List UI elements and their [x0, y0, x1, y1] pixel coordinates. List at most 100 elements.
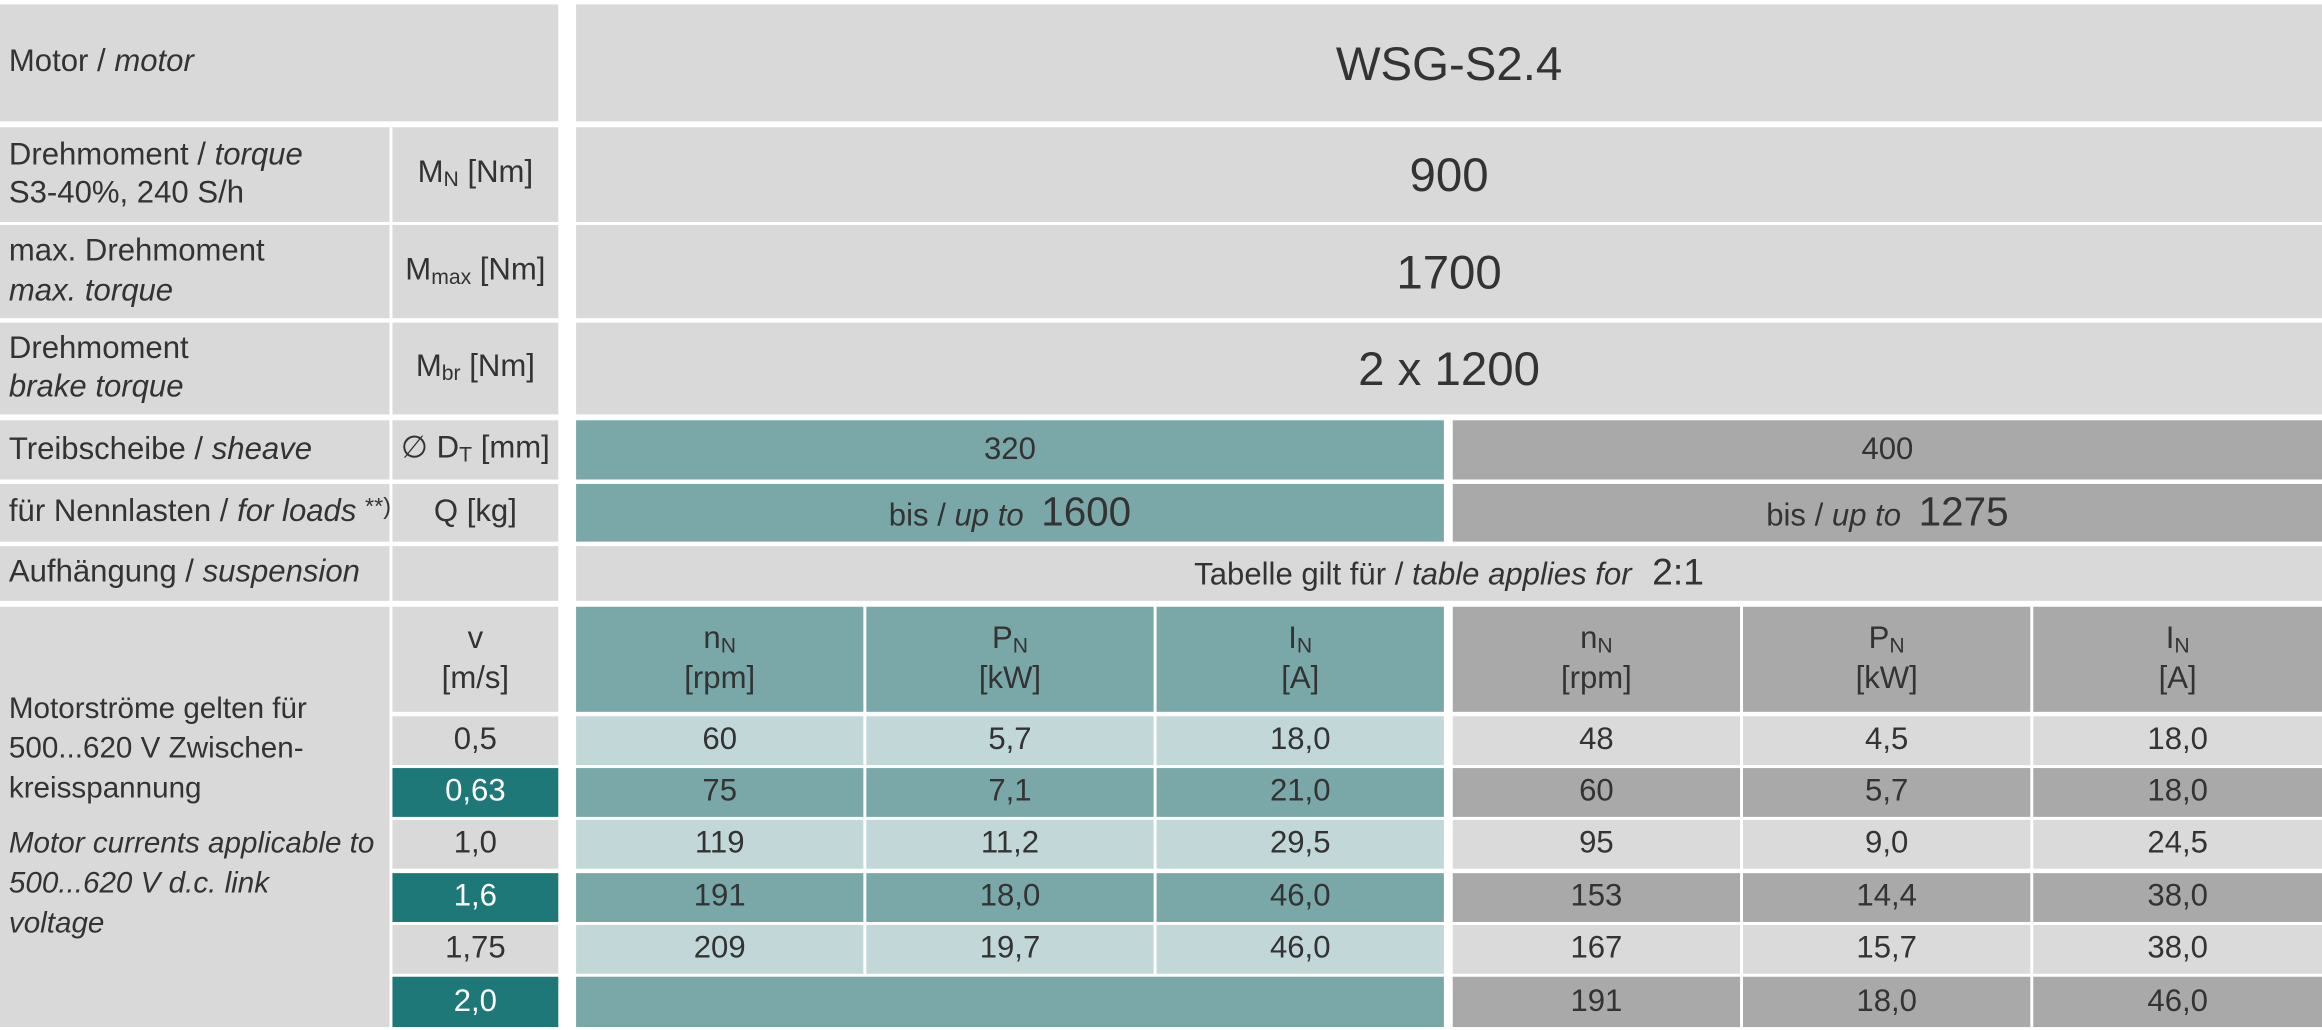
unit-cell: MN [Nm] [392, 127, 559, 222]
symbol: P [991, 620, 1013, 655]
data-cell: 14,4 [1743, 873, 2031, 922]
text: 46,0 [1269, 879, 1331, 914]
data-cell: 38,0 [2033, 924, 2322, 974]
unit-cell: Mmax [Nm] [392, 224, 559, 319]
text: 5,7 [1865, 774, 1909, 809]
symbol: M [415, 349, 442, 384]
text: [m/s] [441, 660, 510, 695]
speed-cell: 0,63 [392, 768, 559, 817]
text: 11,2 [980, 826, 1040, 861]
text: sheave [211, 431, 313, 466]
line: [A] [1281, 660, 1319, 699]
load-value: bis / up to 1600 [576, 483, 1444, 542]
text: 1275 [1918, 489, 2009, 535]
text: Motorströme gelten für [8, 692, 307, 726]
unit: [Nm] [467, 155, 534, 190]
data-cell: 95 [1452, 819, 1741, 869]
text: 46,0 [1269, 931, 1331, 966]
subscript: N [1296, 633, 1313, 658]
text: 18,0 [2147, 722, 2208, 757]
data-cell: 75 [576, 768, 864, 817]
text: Motor currents applicable to [8, 827, 375, 860]
subscript: N [1597, 633, 1613, 658]
line: [A] [2159, 660, 2197, 699]
data-cell: 153 [1452, 873, 1741, 922]
data-cell: 46,0 [2033, 976, 2322, 1028]
subscript: T [459, 443, 473, 468]
symbol: ∅ D [400, 430, 460, 465]
data-cell: 191 [1452, 976, 1741, 1028]
text: 60 [1579, 774, 1614, 809]
unit-cell: Mbr [Nm] [392, 322, 559, 415]
data-cell: 7,1 [866, 768, 1154, 817]
column-header: PN [kW] [866, 606, 1154, 712]
text: 0,63 [445, 774, 506, 809]
text: Q [kg] [433, 494, 517, 529]
text: [rpm] [684, 661, 756, 696]
line: Motor currents applicable to [9, 824, 374, 864]
data-cell: 60 [576, 716, 864, 766]
symbol: n [1580, 620, 1598, 655]
text: 4,5 [1865, 722, 1909, 757]
text: Aufhängung / [8, 555, 194, 590]
unit: [mm] [480, 430, 550, 465]
text: for loads [237, 494, 357, 529]
label-cell: Treibscheibe / sheave [0, 420, 390, 480]
text: suspension [202, 555, 360, 590]
text: 24,5 [2147, 826, 2208, 861]
text: v [467, 621, 484, 656]
symbol: M [405, 252, 432, 287]
value-cell: 2 x 1200 [576, 322, 2322, 415]
sheave-value: 320 [576, 420, 1444, 480]
line: S3-40%, 240 S/h [9, 175, 244, 214]
speed-cell: 2,0 [392, 976, 559, 1028]
text: 9,0 [1865, 826, 1909, 861]
speed-cell: 1,6 [392, 873, 559, 922]
subscript: N [1889, 633, 1905, 658]
text: 119 [694, 826, 745, 861]
data-cell: 18,0 [1743, 976, 2031, 1028]
text: 15,7 [1856, 931, 1917, 966]
line: kreisspannung [9, 770, 202, 810]
text: 1,75 [445, 931, 506, 966]
value-cell: 900 [576, 127, 2322, 222]
label-cell: Motor / motor [0, 4, 559, 122]
text: 191 [1570, 983, 1623, 1018]
data-cell: 5,7 [1743, 768, 2031, 817]
subscript: max [431, 265, 472, 290]
data-cell: 11,2 [866, 819, 1154, 869]
line: max. Drehmoment [9, 233, 265, 272]
unit-cell [392, 546, 559, 601]
column-header: IN [A] [1156, 606, 1444, 712]
data-cell: 29,5 [1156, 819, 1444, 869]
data-cell: 119 [576, 819, 864, 869]
line: Motorströme gelten für [9, 690, 307, 730]
text: 2,0 [453, 983, 497, 1018]
text: 21,0 [1269, 774, 1331, 809]
text: table applies for [1412, 557, 1632, 592]
text: 400 [1861, 431, 1914, 466]
data-cell: 9,0 [1743, 819, 2031, 869]
text: 18,0 [2147, 774, 2208, 809]
data-cell: 21,0 [1156, 768, 1444, 817]
unit: [Nm] [469, 349, 535, 384]
label-cell: für Nennlasten / for loads **) [0, 483, 391, 542]
data-cell: 15,7 [1743, 924, 2031, 974]
line: IN [1288, 619, 1312, 660]
text: Motor / [8, 44, 106, 79]
text: up to [1831, 499, 1902, 534]
label-cell: max. Drehmoment max. torque [0, 224, 390, 319]
line: bis / up to 1600 [889, 488, 1131, 538]
text: motor [114, 44, 194, 79]
text: 1700 [1396, 244, 1502, 299]
text: 38,0 [2147, 879, 2208, 914]
data-cell: 18,0 [2033, 716, 2322, 766]
text: 48 [1579, 722, 1614, 757]
line: nN [703, 619, 736, 660]
data-cell: 48 [1452, 716, 1741, 766]
symbol: n [703, 620, 721, 655]
column-header: nN [rpm] [576, 606, 864, 712]
empty-cell [576, 976, 1444, 1028]
line: [kW] [1856, 660, 1918, 699]
column-header: v [m/s] [392, 606, 559, 712]
